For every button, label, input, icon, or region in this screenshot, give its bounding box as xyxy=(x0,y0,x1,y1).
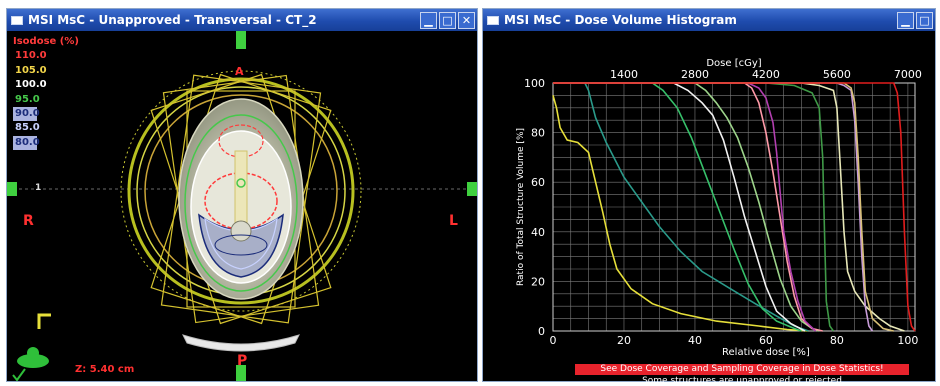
z-position-readout: Z: 5.40 cm xyxy=(75,364,135,375)
isodose-level-list: 110.0 105.0 100.0 95.0 90.0 85.0 80.0 xyxy=(13,49,79,151)
dose-coverage-warning: See Dose Coverage and Sampling Coverage … xyxy=(575,364,909,375)
x-tick-label-5: 100 xyxy=(897,334,918,347)
isocenter-marker[interactable] xyxy=(236,178,246,188)
dvh-chart[interactable]: 0 20 40 60 80 100 0 20 40 60 80 100 1400 2800 4200 5600… xyxy=(483,31,935,381)
ct-slice-drawing xyxy=(7,31,477,381)
transversal-window-title: MSI MsC - Unapproved - Transversal - CT_… xyxy=(28,13,317,27)
isodose-level-6: 80.0 xyxy=(13,135,40,151)
close-button[interactable]: ✕ xyxy=(458,11,475,29)
vertebra-contour xyxy=(214,234,268,256)
spinal-cord xyxy=(230,220,252,242)
dvh-titlebar[interactable]: MSI MsC - Dose Volume Histogram ▁ □ xyxy=(483,9,935,31)
beam-ring-ticks xyxy=(120,70,362,312)
dvh-curve-0[interactable] xyxy=(552,95,809,332)
y-tick-label-2: 40 xyxy=(531,226,545,239)
dvh-curve-2[interactable] xyxy=(553,82,802,332)
dvh-curve-7[interactable] xyxy=(553,82,835,332)
dvh-curve-8[interactable] xyxy=(553,82,905,332)
top-tick-label-4: 7000 xyxy=(894,68,922,81)
top-tick-label-0: 1400 xyxy=(610,68,638,81)
transversal-view-window[interactable]: MSI MsC - Unapproved - Transversal - CT_… xyxy=(6,8,478,382)
unapproved-structures-note: Some structures are unapproved or reject… xyxy=(642,376,842,386)
top-tick-label-1: 2800 xyxy=(681,68,709,81)
x-tick-label-1: 20 xyxy=(617,334,631,347)
app-window-icon xyxy=(487,15,499,25)
outer-ring-contour xyxy=(127,77,355,305)
isodose-level-2: 100.0 xyxy=(15,79,47,91)
x-tick-label-2: 40 xyxy=(688,334,702,347)
dvh-curve-4[interactable] xyxy=(553,82,820,332)
y-axis-label: Ratio of Total Structure Volume [%] xyxy=(516,128,526,286)
ct-image-viewport[interactable]: R L A P 1 xyxy=(7,31,477,381)
orientation-left-label: L xyxy=(449,213,458,229)
dvh-curve-11[interactable] xyxy=(553,82,916,332)
y-tick-label-1: 20 xyxy=(531,275,545,288)
right-axis-handle[interactable] xyxy=(467,182,477,196)
minimize-button[interactable]: ▁ xyxy=(897,11,914,29)
crosshair-value: 1 xyxy=(35,183,42,193)
dvh-window-title: MSI MsC - Dose Volume Histogram xyxy=(504,13,737,27)
ptv-anterior-contour xyxy=(218,124,264,158)
top-axis-handle[interactable] xyxy=(236,31,246,49)
x-axis-label: Relative dose [%] xyxy=(722,347,810,358)
transversal-titlebar[interactable]: MSI MsC - Unapproved - Transversal - CT_… xyxy=(7,9,477,31)
dvh-curve-1[interactable] xyxy=(553,82,809,332)
y-tick-label-4: 80 xyxy=(531,127,545,140)
x-tick-label-4: 80 xyxy=(830,334,844,347)
left-axis-handle[interactable] xyxy=(7,182,17,196)
x-tick-label-0: 0 xyxy=(550,334,557,347)
isodose-level-4: 90.0 xyxy=(13,107,40,122)
y-tick-label-0: 0 xyxy=(538,325,545,338)
dvh-curve-9[interactable] xyxy=(553,82,874,332)
app-window-icon xyxy=(11,15,23,25)
dvh-curve-10[interactable] xyxy=(553,82,894,332)
patient-orientation-icon xyxy=(12,347,49,381)
isodose-legend-header: Isodose (%) xyxy=(13,36,79,47)
top-tick-label-2: 4200 xyxy=(752,68,780,81)
dvh-curve-5[interactable] xyxy=(553,82,823,332)
orientation-right-label: R xyxy=(23,213,34,229)
isodose-level-5: 85.0 xyxy=(15,122,40,134)
isodose-95 xyxy=(184,114,298,292)
minimize-button[interactable]: ▁ xyxy=(420,11,437,29)
isodose-level-1: 105.0 xyxy=(15,64,47,76)
top-axis-label: Dose [cGy] xyxy=(706,58,761,69)
top-tick-label-3: 5600 xyxy=(823,68,851,81)
dvh-window[interactable]: MSI MsC - Dose Volume Histogram ▁ □ 0 20 4… xyxy=(482,8,936,386)
orientation-anterior-label: A xyxy=(235,65,244,78)
isodose-legend: Isodose (%) 110.0 105.0 100.0 95.0 90.0 85.0 8… xyxy=(13,35,79,151)
dvh-plot-area[interactable]: 0 20 40 60 80 100 0 20 40 60 80 100 1400 2800 4200 5600… xyxy=(483,31,935,381)
treatment-couch xyxy=(182,334,300,352)
bottom-axis-handle[interactable] xyxy=(236,365,246,381)
y-tick-label-5: 100 xyxy=(524,77,545,90)
y-tick-label-3: 60 xyxy=(531,176,545,189)
isodose-level-0: 110.0 xyxy=(15,50,47,62)
dvh-curve-6[interactable] xyxy=(553,82,817,332)
dvh-curve-3[interactable] xyxy=(553,82,806,332)
x-tick-label-3: 60 xyxy=(759,334,773,347)
orientation-posterior-label: P xyxy=(237,353,248,369)
maximize-button[interactable]: □ xyxy=(439,11,456,29)
orientation-corner-icon xyxy=(37,313,51,329)
maximize-button[interactable]: □ xyxy=(916,11,933,29)
isodose-level-3: 95.0 xyxy=(15,93,40,105)
